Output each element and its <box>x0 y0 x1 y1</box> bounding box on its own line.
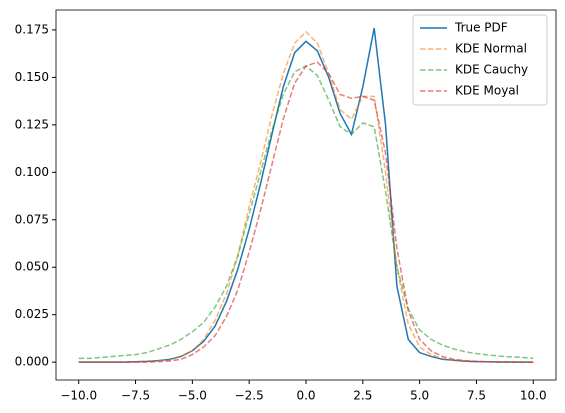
x-tick-label: −5.0 <box>178 389 207 403</box>
x-tick-label: 2.5 <box>353 389 372 403</box>
y-tick-label: 0.100 <box>15 165 49 179</box>
axes-frame <box>55 9 557 381</box>
legend-label: KDE Normal <box>455 42 527 56</box>
x-tick-label: 7.5 <box>467 389 486 403</box>
series-line <box>78 30 534 363</box>
legend-label: KDE Cauchy <box>455 63 528 77</box>
legend-box <box>412 14 548 106</box>
x-tick-label: −10.0 <box>60 389 97 403</box>
x-tick-label: 0.0 <box>296 389 315 403</box>
x-tick-label: 5.0 <box>410 389 429 403</box>
y-tick-label: 0.025 <box>15 307 49 321</box>
x-tick-label: 10.0 <box>520 389 547 403</box>
y-tick-label: 0.000 <box>15 355 49 369</box>
y-tick-label: 0.050 <box>15 260 49 274</box>
series-line <box>78 61 534 363</box>
legend-label: True PDF <box>454 21 508 35</box>
legend-label: KDE Moyal <box>455 84 519 98</box>
y-tick-label: 0.125 <box>15 117 49 131</box>
y-tick-label: 0.175 <box>15 22 49 36</box>
x-tick-label: −7.5 <box>121 389 150 403</box>
y-tick-label: 0.075 <box>15 212 49 226</box>
x-tick-label: −2.5 <box>235 389 264 403</box>
y-tick-label: 0.150 <box>15 70 49 84</box>
legend: True PDF KDE Normal KDE Cauchy KDE Moyal <box>412 14 548 106</box>
series-line <box>78 65 534 360</box>
